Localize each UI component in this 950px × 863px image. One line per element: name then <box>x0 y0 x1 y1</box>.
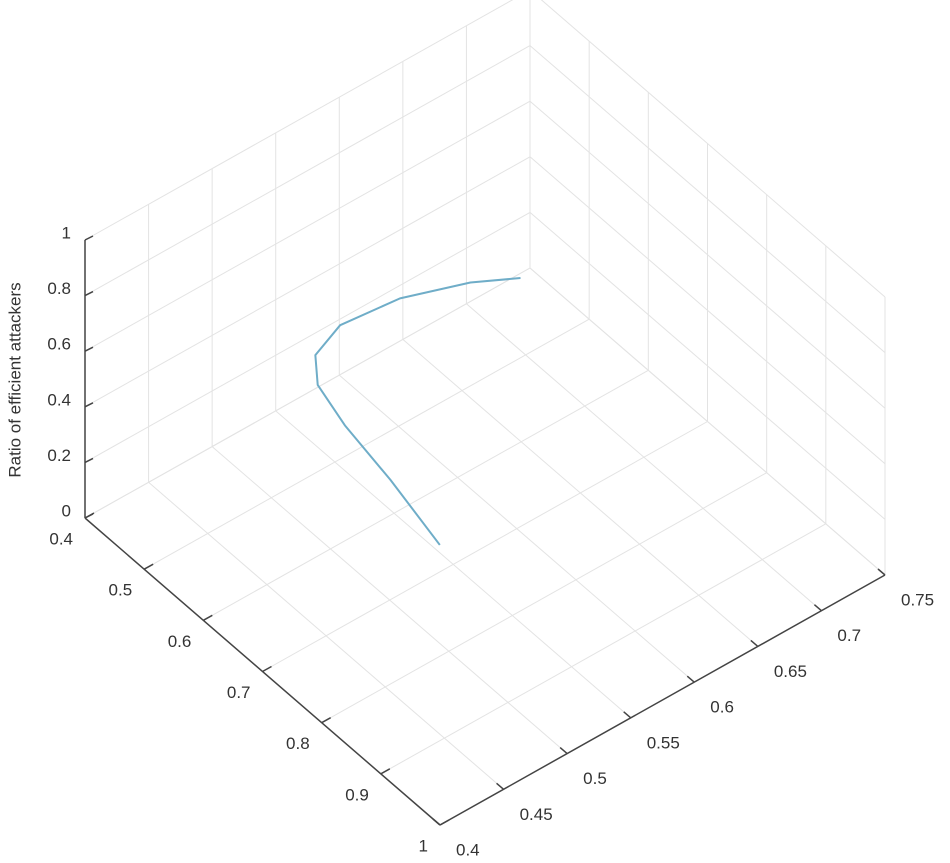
y-tick-label: 0.75 <box>901 590 934 609</box>
z-tick-label: 0.2 <box>47 446 71 465</box>
grid-line <box>529 212 886 520</box>
y-tick-label: 0.45 <box>520 805 553 824</box>
y-tick <box>877 568 886 576</box>
grid-line <box>84 45 531 297</box>
grid-line <box>84 156 531 408</box>
y-tick <box>559 747 568 755</box>
x-tick-label: 0.6 <box>168 632 192 651</box>
grid-line <box>529 45 886 353</box>
z-tick <box>84 235 94 241</box>
z-tick <box>84 457 94 464</box>
z-tick-label: 0.4 <box>47 390 71 409</box>
grid-line <box>262 421 708 672</box>
x-tick-label: 1 <box>419 836 428 855</box>
z-tick-label: 1 <box>62 223 71 242</box>
y-tick-label: 0.6 <box>710 698 734 717</box>
y-tick-label: 0.65 <box>774 662 807 681</box>
z-tick-label: 0.6 <box>47 335 71 354</box>
z-tick <box>84 513 94 519</box>
grid-line <box>402 339 759 647</box>
y-tick <box>750 639 759 647</box>
z-tick <box>84 402 94 408</box>
y-tick-label: 0.5 <box>583 769 607 788</box>
x-tick <box>143 563 154 570</box>
z-tick <box>84 290 94 297</box>
grid-line <box>529 267 886 576</box>
x-tick-label: 0.4 <box>49 529 73 548</box>
grid-line <box>84 0 514 241</box>
grid-line <box>211 446 568 754</box>
grid-line <box>148 481 504 790</box>
x-tick <box>262 665 272 673</box>
grid-line <box>84 267 531 519</box>
grid-line <box>84 211 531 463</box>
grid-line <box>529 100 886 409</box>
grid-line <box>321 472 767 724</box>
y-tick-label: 0.4 <box>456 840 480 859</box>
grid-line <box>540 0 886 298</box>
y-tick <box>496 782 505 790</box>
y-tick <box>623 711 632 719</box>
z-tick-label: 0.8 <box>47 279 71 298</box>
y-tick <box>813 604 822 612</box>
grid-line <box>466 303 822 612</box>
x-tick <box>439 819 450 826</box>
x-tick-label: 0.7 <box>227 683 251 702</box>
y-tick-label: 0.7 <box>837 626 861 645</box>
grid-line <box>529 156 886 465</box>
grid-line <box>275 410 632 719</box>
y-tick <box>686 675 695 683</box>
x-tick <box>321 717 332 724</box>
grid-line <box>338 374 695 683</box>
grid-line <box>143 318 590 570</box>
grid-line <box>84 100 531 352</box>
x-tick <box>202 614 213 621</box>
z-axis-label: Ratio of efficient attackers <box>5 282 24 477</box>
x-tick <box>380 768 391 775</box>
data-line <box>314 277 521 546</box>
x-tick-label: 0.9 <box>345 785 369 804</box>
x-tick-label: 0.8 <box>286 734 310 753</box>
z-tick <box>84 346 94 352</box>
y-tick-label: 0.55 <box>647 733 680 752</box>
y-axis <box>439 574 886 826</box>
x-tick-label: 0.5 <box>109 581 133 600</box>
z-tick-label: 0 <box>62 501 71 520</box>
grid-line <box>380 523 827 775</box>
grid-line <box>203 369 649 621</box>
y-tick <box>432 818 441 826</box>
